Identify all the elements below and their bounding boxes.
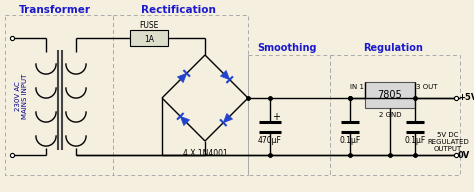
Text: 4 X 1N4001: 4 X 1N4001: [182, 148, 228, 157]
Text: 470μF: 470μF: [258, 136, 282, 145]
Bar: [248, 55, 330, 175]
Text: 0.1μF: 0.1μF: [404, 136, 426, 145]
Text: Smoothing: Smoothing: [257, 43, 317, 53]
Text: 5V DC
REGULATED
OUTPUT: 5V DC REGULATED OUTPUT: [427, 132, 469, 152]
Text: +5V: +5V: [458, 94, 474, 103]
Bar: [113, 15, 248, 175]
Polygon shape: [177, 73, 187, 83]
Text: 7805: 7805: [378, 90, 402, 100]
Bar: [130, 30, 168, 46]
Text: FUSE: FUSE: [139, 22, 159, 31]
Text: Regulation: Regulation: [363, 43, 423, 53]
Text: IN 1: IN 1: [350, 84, 364, 90]
Text: 2 GND: 2 GND: [379, 112, 401, 118]
Text: +: +: [272, 112, 280, 122]
Bar: [330, 55, 460, 175]
Text: 0.1μF: 0.1μF: [339, 136, 361, 145]
Text: Transformer: Transformer: [19, 5, 91, 15]
Polygon shape: [223, 113, 233, 123]
Text: 1A: 1A: [144, 35, 154, 44]
Bar: [365, 82, 415, 108]
Bar: [5, 15, 113, 175]
Polygon shape: [220, 70, 230, 80]
Text: Rectification: Rectification: [141, 5, 216, 15]
Polygon shape: [180, 116, 190, 126]
Text: 3 OUT: 3 OUT: [416, 84, 438, 90]
Text: 230V AC
MAINS INPUT: 230V AC MAINS INPUT: [16, 73, 28, 119]
Text: 0V: 0V: [458, 151, 470, 160]
